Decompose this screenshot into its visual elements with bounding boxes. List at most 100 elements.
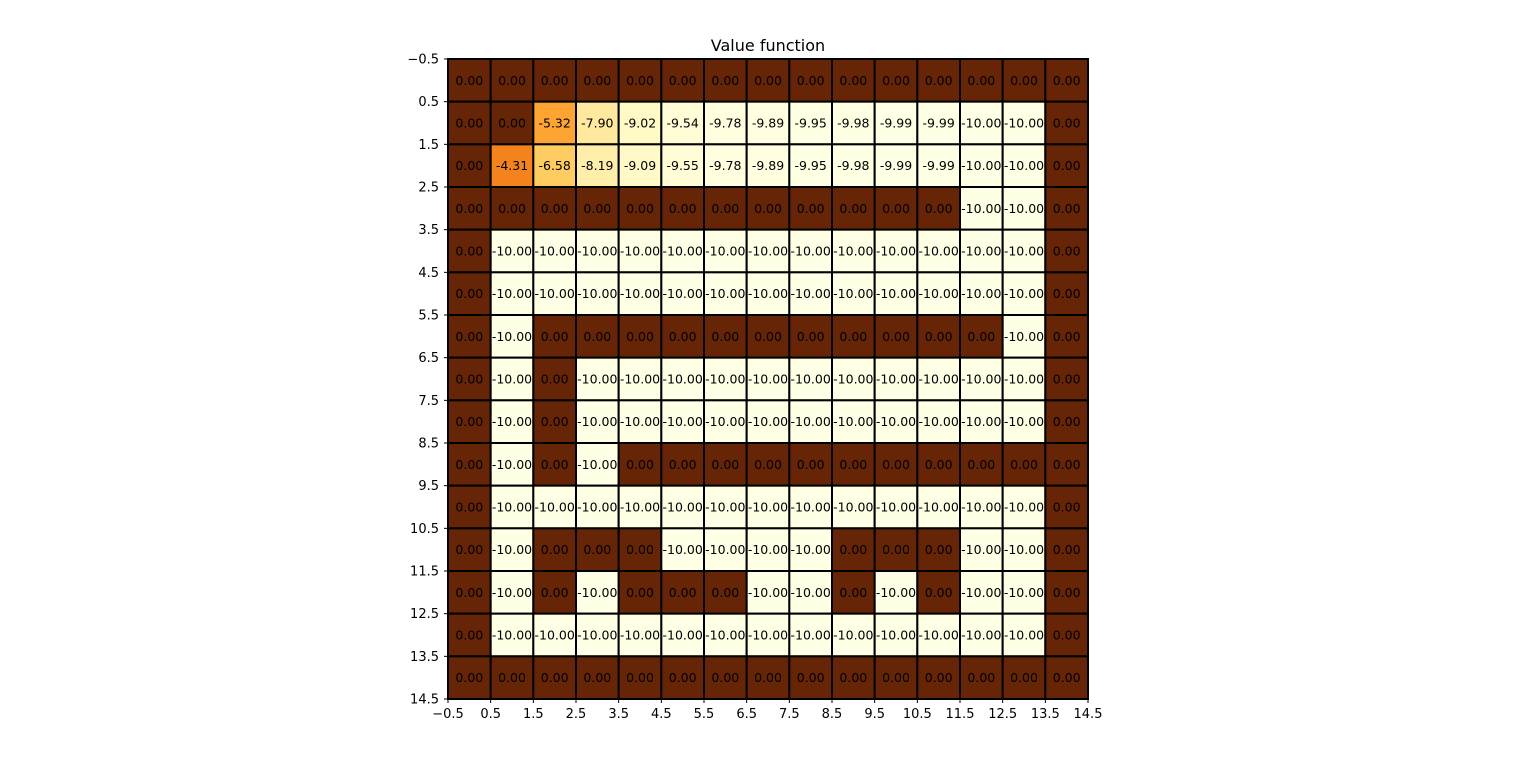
- heatmap-cell: [916, 58, 961, 103]
- y-tick-label: 12.5: [410, 607, 439, 622]
- cell-value-label: -10.00: [961, 500, 1001, 515]
- cell-value-label: -7.90: [581, 116, 613, 131]
- cell-value-label: 0.00: [1053, 500, 1081, 515]
- cell-value-label: 0.00: [1053, 158, 1081, 173]
- cell-value-label: 0.00: [839, 201, 867, 216]
- y-tick-label: 7.5: [418, 394, 439, 409]
- cell-value-label: 0.00: [797, 201, 825, 216]
- heatmap-cell: [1001, 442, 1047, 487]
- cell-value-label: 0.00: [626, 201, 654, 216]
- cell-value-label: -10.00: [919, 372, 959, 387]
- heatmap-cell: [703, 442, 748, 487]
- cell-value-label: -10.00: [1004, 201, 1044, 216]
- y-tick-label: 6.5: [418, 351, 439, 366]
- cell-value-label: -10.00: [876, 244, 916, 259]
- cell-value-label: 0.00: [839, 670, 867, 685]
- cell-value-label: -10.00: [577, 500, 617, 515]
- cell-value-label: -10.00: [961, 286, 1001, 301]
- cell-value-label: 0.00: [455, 542, 483, 557]
- heatmap-cell: [959, 612, 1004, 658]
- x-tick-label: 3.5: [608, 707, 629, 722]
- cell-value-label: -10.00: [961, 201, 1001, 216]
- heatmap-cell: [916, 655, 961, 700]
- cell-value-label: 0.00: [455, 201, 483, 216]
- cell-value-label: -8.19: [581, 158, 613, 173]
- cell-value-label: 0.00: [797, 329, 825, 344]
- cell-value-label: 0.00: [711, 329, 739, 344]
- cell-value-label: 0.00: [626, 670, 654, 685]
- cell-value-label: 0.00: [1010, 457, 1038, 472]
- cell-value-label: -10.00: [663, 414, 703, 429]
- cell-value-label: -10.00: [1004, 244, 1044, 259]
- cell-value-label: -10.00: [748, 244, 788, 259]
- heatmap-cell: [916, 399, 961, 445]
- heatmap-cell: [575, 271, 620, 317]
- cell-value-label: 0.00: [711, 670, 739, 685]
- cell-value-label: 0.00: [583, 670, 611, 685]
- cell-value-label: 0.00: [669, 329, 697, 344]
- y-tick-label: 5.5: [418, 309, 439, 324]
- cell-value-label: 0.00: [541, 414, 569, 429]
- y-tick-label: 0.5: [418, 95, 439, 110]
- cell-value-label: -10.00: [961, 158, 1001, 173]
- cell-value-label: 0.00: [583, 73, 611, 88]
- cell-value-label: 0.00: [455, 670, 483, 685]
- heatmap-cell: [489, 100, 535, 146]
- cell-value-label: 0.00: [925, 201, 953, 216]
- heatmap-cell: [617, 100, 663, 146]
- cell-value-label: 0.00: [882, 329, 910, 344]
- cell-value-label: -10.00: [577, 628, 617, 643]
- cell-value-label: -10.00: [663, 286, 703, 301]
- x-tick-label: 12.5: [988, 707, 1017, 722]
- heatmap-cell: [831, 356, 876, 402]
- x-tick-label: 13.5: [1031, 707, 1060, 722]
- heatmap-cell: [447, 314, 492, 359]
- heatmap-cell: [788, 228, 833, 274]
- cell-value-label: -10.00: [919, 500, 959, 515]
- cell-value-label: -10.00: [663, 628, 703, 643]
- heatmap-cell: [745, 655, 791, 700]
- cell-value-label: -9.54: [666, 116, 698, 131]
- cell-value-label: 0.00: [754, 670, 782, 685]
- heatmap-cell: [575, 228, 620, 274]
- cell-value-label: -10.00: [833, 414, 873, 429]
- heatmap-cell: [532, 186, 577, 231]
- cell-value-label: 0.00: [711, 457, 739, 472]
- cell-value-label: -10.00: [492, 457, 532, 472]
- heatmap-cell: [447, 612, 492, 658]
- cell-value-label: -10.00: [663, 372, 703, 387]
- cell-value-label: 0.00: [967, 329, 995, 344]
- cell-value-label: 0.00: [797, 73, 825, 88]
- cell-value-label: -10.00: [791, 244, 831, 259]
- heatmap-cell: [532, 527, 577, 572]
- heatmap-cell: [916, 612, 961, 658]
- cell-value-labels: 0.00 0.00 0.00 0.00 0.00 0.00 0.00 0.00 0.00 0.00…: [455, 73, 1080, 685]
- cell-value-label: -10.00: [620, 372, 660, 387]
- x-tick-label: −0.5: [432, 707, 464, 722]
- cell-value-label: -10.00: [748, 542, 788, 557]
- cell-value-label: -10.00: [1004, 158, 1044, 173]
- cell-value-label: -10.00: [961, 628, 1001, 643]
- heatmap-cell: [745, 399, 791, 445]
- y-tick-label: −0.5: [407, 53, 439, 68]
- cell-value-label: -10.00: [492, 329, 532, 344]
- heatmap-cell: [873, 527, 919, 572]
- cell-value-label: 0.00: [669, 670, 697, 685]
- cell-value-label: -10.00: [492, 414, 532, 429]
- cell-value-label: 0.00: [455, 329, 483, 344]
- cell-value-label: 0.00: [839, 329, 867, 344]
- cell-value-label: 0.00: [711, 585, 739, 600]
- cell-value-label: 0.00: [541, 372, 569, 387]
- heatmap-cell: [916, 442, 961, 487]
- cell-value-label: -9.78: [709, 158, 741, 173]
- heatmap-cell: [447, 655, 492, 700]
- cell-value-label: 0.00: [711, 201, 739, 216]
- cell-value-label: 0.00: [1053, 628, 1081, 643]
- cell-value-label: 0.00: [967, 670, 995, 685]
- cell-value-label: 0.00: [498, 670, 526, 685]
- heatmap-cell: [660, 143, 705, 188]
- heatmap-cell: [788, 655, 833, 700]
- heatmap-cell: [959, 314, 1004, 359]
- heatmap-cell: [447, 399, 492, 445]
- cell-value-label: 0.00: [967, 73, 995, 88]
